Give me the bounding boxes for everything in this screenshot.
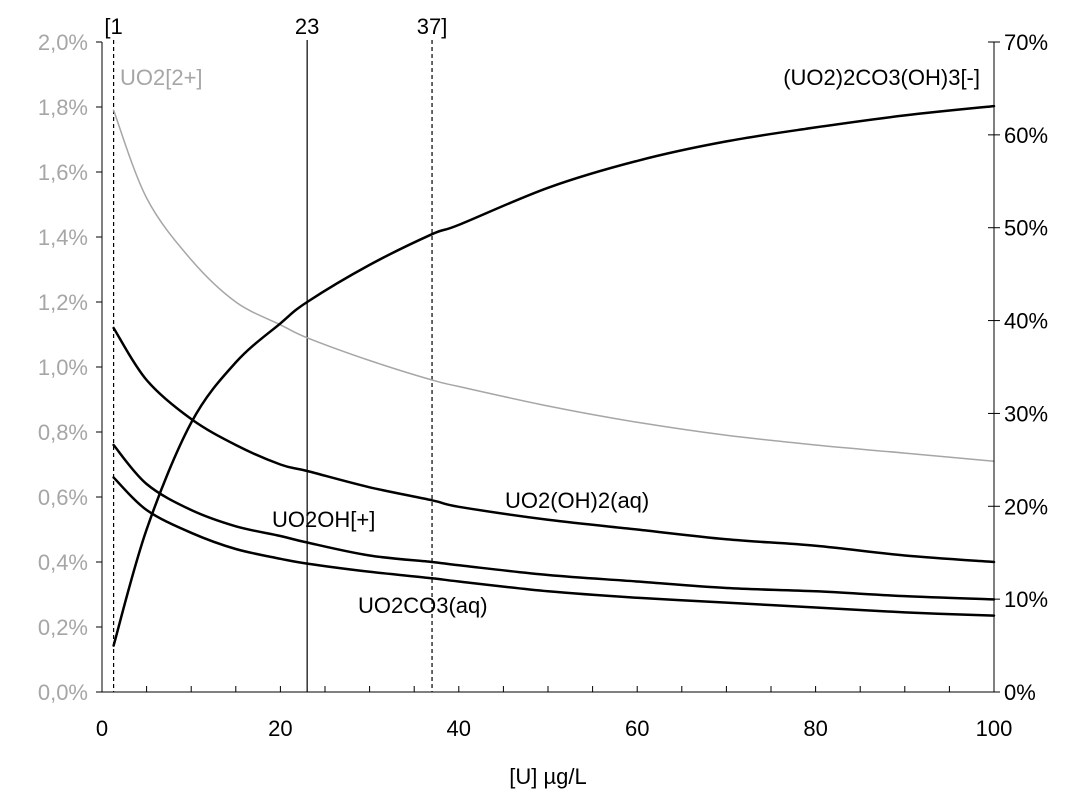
- y-left-tick-label: 2,0%: [38, 30, 88, 55]
- series-line-uo2oh: [112, 443, 996, 601]
- series-lines: [112, 104, 996, 647]
- y-right-tick-label: 30%: [1004, 401, 1048, 426]
- y-right-tick-label: 10%: [1004, 587, 1048, 612]
- marker-label: [1: [104, 14, 122, 39]
- y-left-tick-label: 1,8%: [38, 95, 88, 120]
- x-tick-label: 100: [976, 716, 1013, 741]
- x-tick-label: 20: [268, 716, 292, 741]
- y-right-tick-label: 40%: [1004, 309, 1048, 334]
- x-tick-label: 40: [447, 716, 471, 741]
- vertical-markers: [1 23 37]: [104, 14, 447, 692]
- series-line-uo2co3-aq: [112, 476, 996, 617]
- x-axis-title: [U] µg/L: [509, 764, 586, 789]
- series-line-uo2-2co3-oh-3: [112, 104, 996, 647]
- y-left-tick-label: 1,0%: [38, 355, 88, 380]
- series-label-uo2oh: UO2OH[+]: [272, 507, 375, 532]
- y-left-tick-label: 0,0%: [38, 680, 88, 705]
- x-tick-label: 0: [96, 716, 108, 741]
- y-right-tick-label: 70%: [1004, 30, 1048, 55]
- y-left-tick-label: 0,6%: [38, 485, 88, 510]
- y-left-tick-label: 1,2%: [38, 290, 88, 315]
- y-left-tick-label: 0,8%: [38, 420, 88, 445]
- y-left-tick-label: 0,2%: [38, 615, 88, 640]
- y-left-tick-label: 1,4%: [38, 225, 88, 250]
- y-right-tick-label: 0%: [1004, 680, 1036, 705]
- y-left-tick-label: 0,4%: [38, 550, 88, 575]
- series-label-uo2-oh-2-aq: UO2(OH)2(aq): [505, 488, 649, 513]
- y-right-tick-label: 60%: [1004, 123, 1048, 148]
- marker-label: 37]: [417, 14, 448, 39]
- y-right-tick-label: 20%: [1004, 494, 1048, 519]
- series-label-uo2co3-aq: UO2CO3(aq): [358, 593, 488, 618]
- series-label-uo2-2co3-oh-3: (UO2)2CO3(OH)3[-]: [783, 65, 980, 90]
- series-line-uo2-oh-2-aq: [112, 326, 996, 564]
- y-right-tick-label: 50%: [1004, 216, 1048, 241]
- x-tick-label: 60: [625, 716, 649, 741]
- series-label-uo2-2: UO2[2+]: [120, 65, 203, 90]
- axes: 0,0% 0,2% 0,4% 0,6% 0,8% 1,0% 1,2% 1,4% 1,6% 1,8%…: [38, 30, 1048, 741]
- series-line-uo2-2: [112, 109, 995, 463]
- series-labels: UO2[2+] (UO2)2CO3(OH)3[-] UO2(OH)2(aq) UO2O…: [120, 65, 980, 618]
- y-left-tick-label: 1,6%: [38, 160, 88, 185]
- marker-label: 23: [295, 14, 319, 39]
- x-tick-label: 80: [803, 716, 827, 741]
